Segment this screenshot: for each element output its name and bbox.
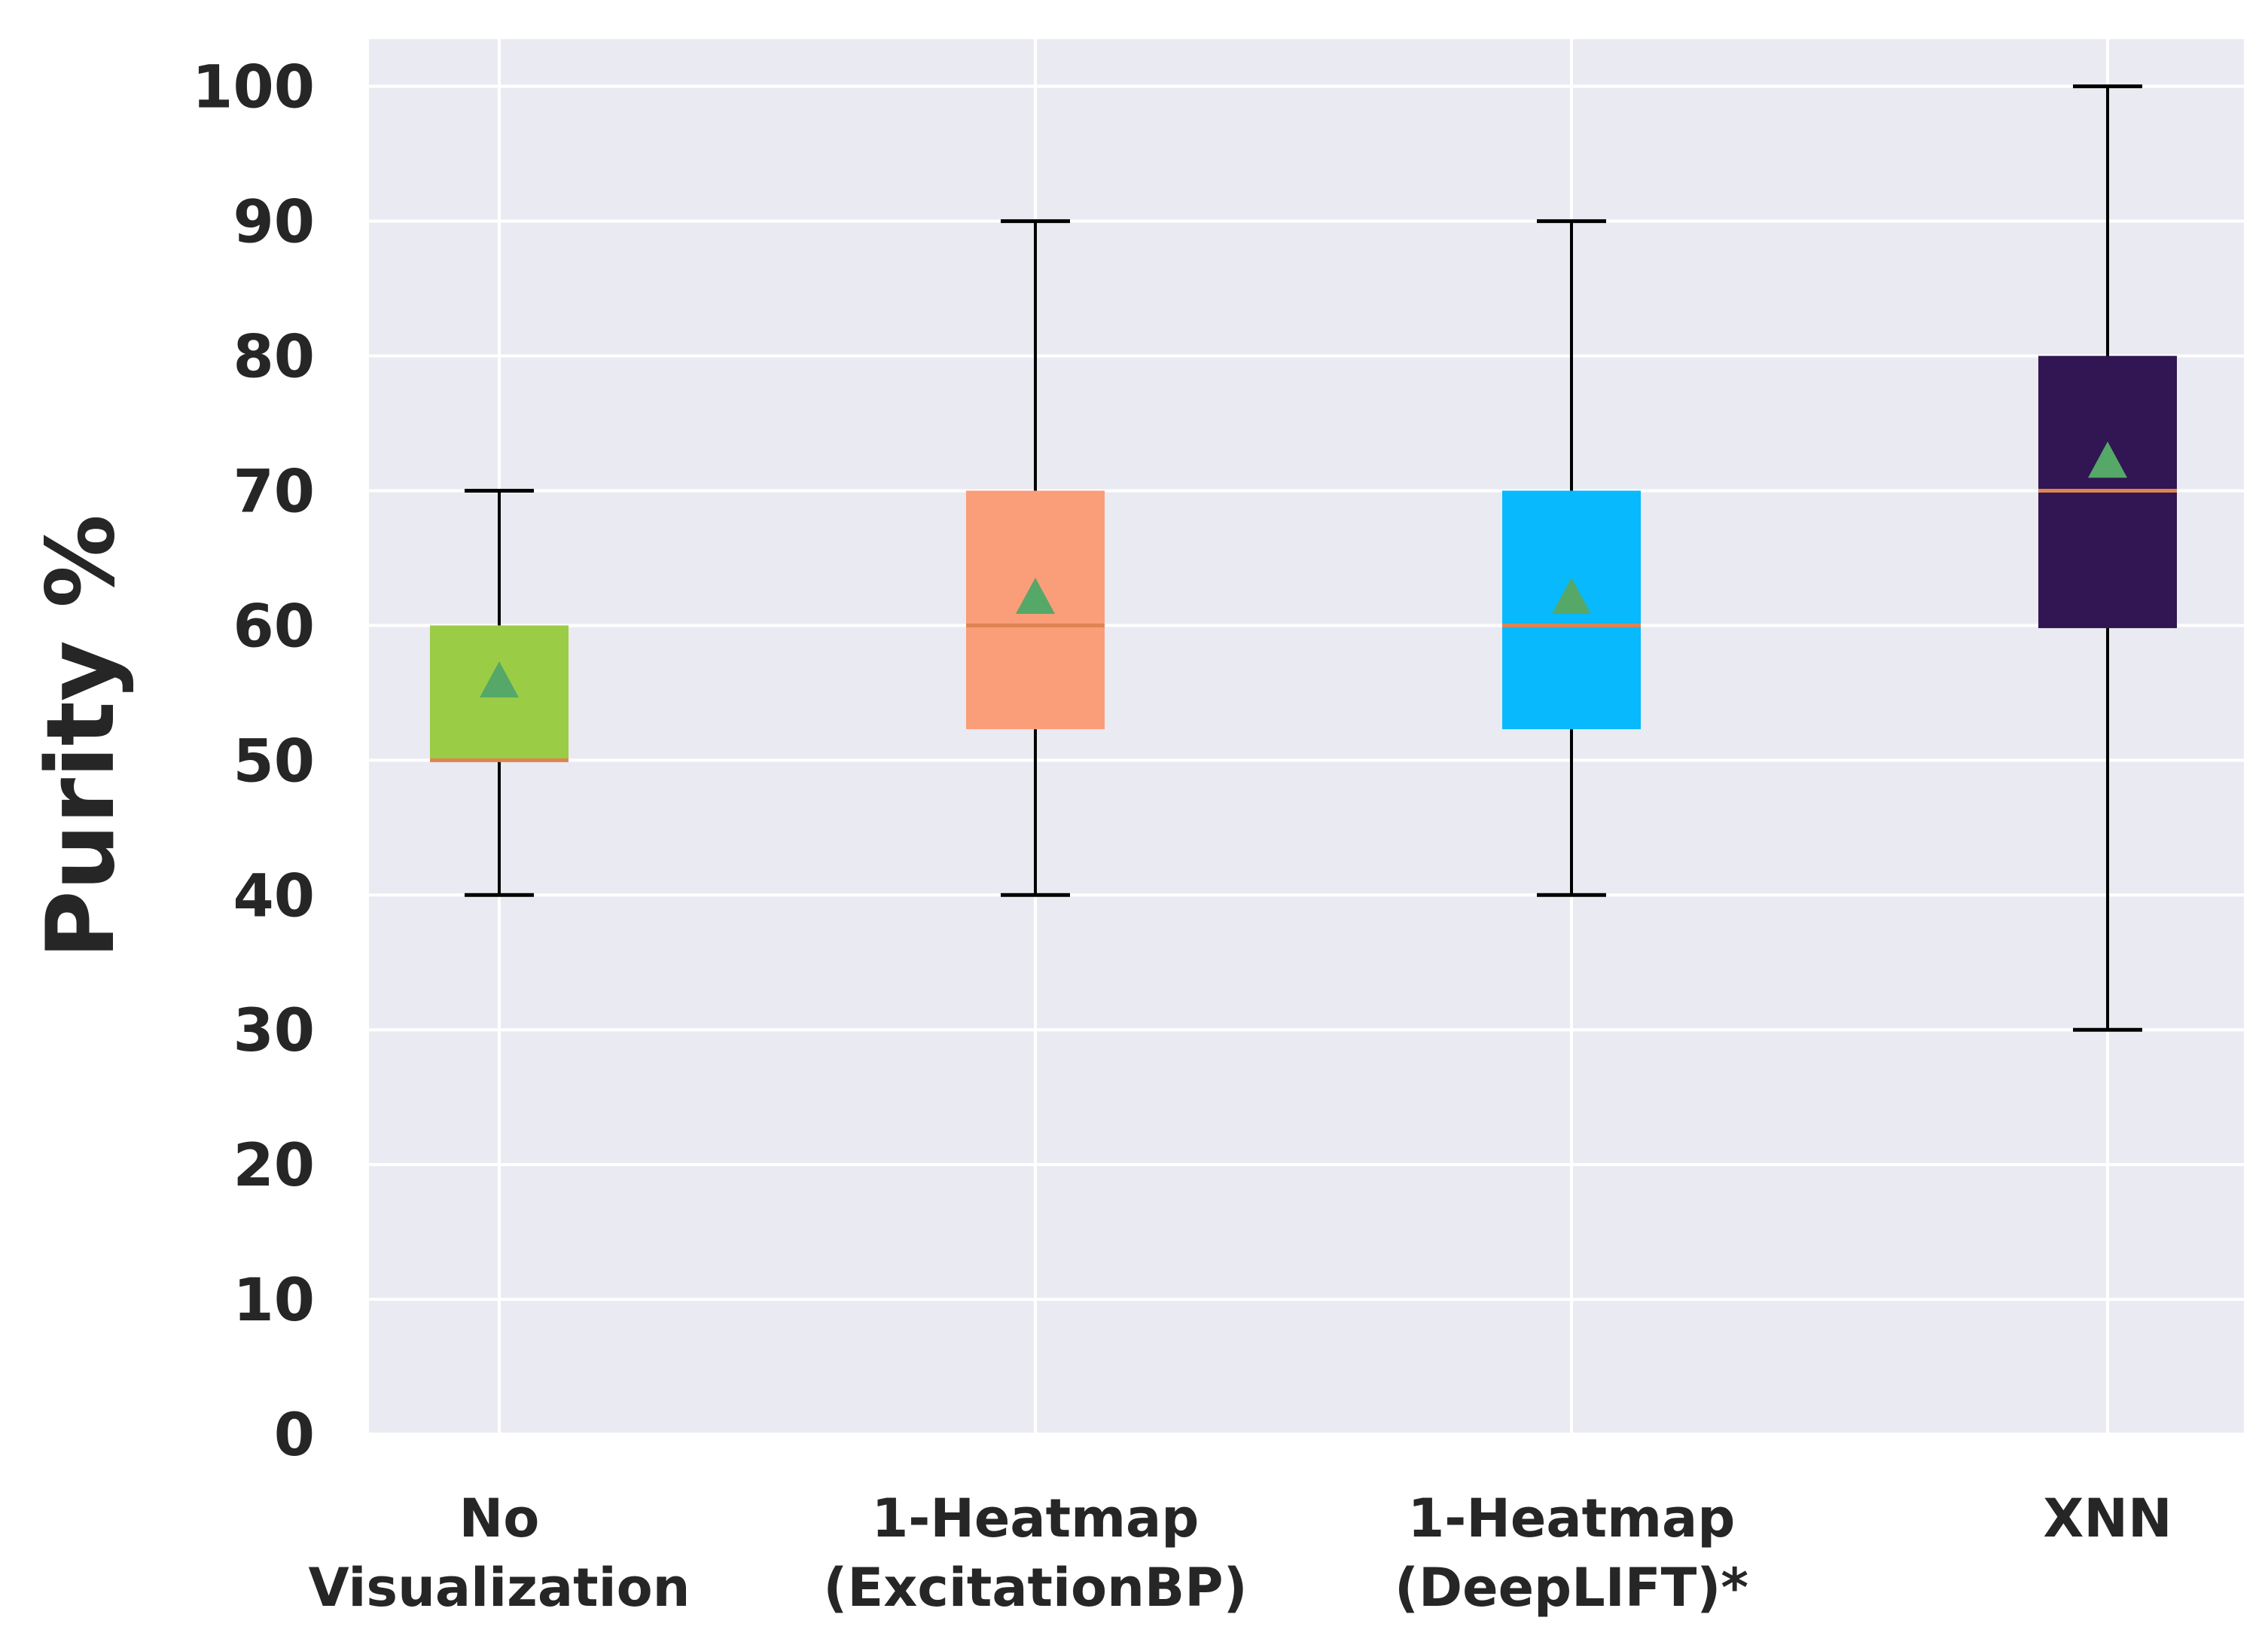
x-tick-label-1-line-1: (ExcitationBP) <box>823 1557 1247 1619</box>
y-tick-label-30: 30 <box>233 997 315 1065</box>
box-group-3 <box>2038 84 2177 1032</box>
y-axis-label: Purity % <box>27 514 136 959</box>
x-tick-label-1-line-0: 1-Heatmap <box>872 1488 1200 1549</box>
box-group-2 <box>1502 219 1641 897</box>
box-group-0 <box>430 488 569 897</box>
y-tick-label-50: 50 <box>233 728 315 795</box>
mean-marker-3 <box>2088 441 2127 478</box>
x-tick-label-3-line-0: XNN <box>2043 1488 2172 1549</box>
x-tick-label-0-line-1: Visualization <box>308 1557 690 1619</box>
y-tick-label-40: 40 <box>233 862 315 930</box>
x-tick-label-2-line-0: 1-Heatmap <box>1408 1488 1736 1549</box>
box-group-1 <box>966 219 1105 897</box>
y-axis-tick-labels: 0 10 20 30 40 50 60 70 80 90 100 <box>192 54 315 1469</box>
y-tick-label-0: 0 <box>274 1402 315 1469</box>
x-tick-label-2-line-1: (DeepLIFT)* <box>1395 1557 1748 1619</box>
y-tick-label-70: 70 <box>233 458 315 526</box>
mean-marker-2 <box>1552 578 1591 615</box>
y-tick-label-90: 90 <box>233 189 315 257</box>
mean-marker-0 <box>480 661 519 697</box>
y-tick-label-10: 10 <box>233 1267 315 1335</box>
x-tick-label-0-line-0: No <box>459 1488 540 1549</box>
y-tick-label-100: 100 <box>192 54 315 122</box>
mean-marker-1 <box>1016 578 1055 615</box>
y-tick-label-80: 80 <box>233 324 315 392</box>
y-tick-label-60: 60 <box>233 593 315 661</box>
x-axis-tick-labels: No Visualization 1-Heatmap (ExcitationBP) 1-… <box>308 1488 2172 1619</box>
y-tick-label-20: 20 <box>233 1132 315 1200</box>
boxes <box>430 84 2177 1032</box>
plot-area <box>369 39 2244 1434</box>
